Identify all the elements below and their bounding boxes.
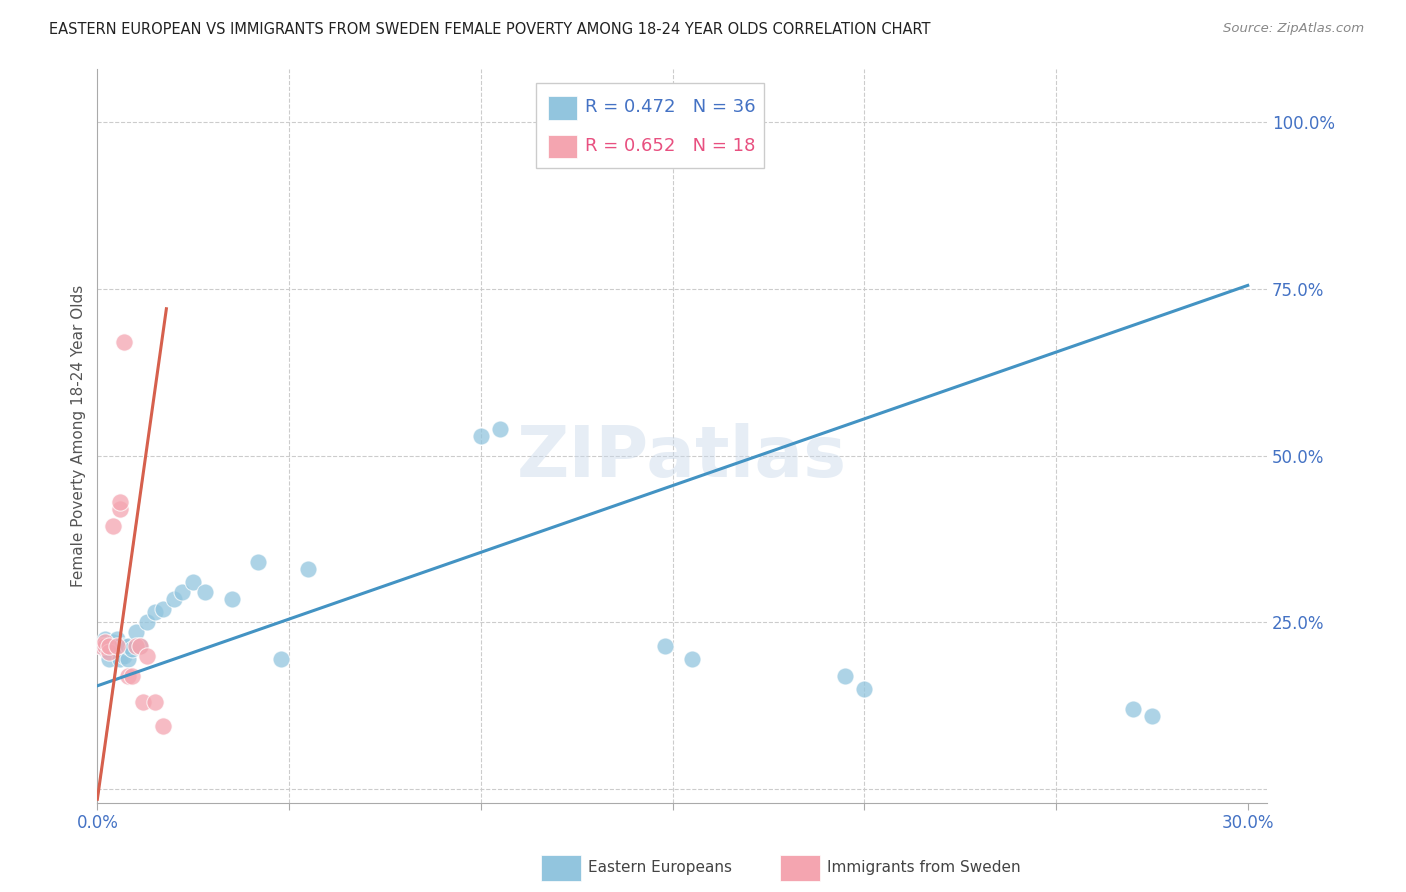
Text: R = 0.652   N = 18: R = 0.652 N = 18 bbox=[585, 136, 755, 154]
Text: R = 0.472   N = 36: R = 0.472 N = 36 bbox=[585, 98, 755, 117]
Text: Immigrants from Sweden: Immigrants from Sweden bbox=[827, 860, 1021, 874]
Point bbox=[170, 585, 193, 599]
Point bbox=[105, 642, 128, 657]
Point bbox=[163, 592, 186, 607]
Point bbox=[247, 555, 270, 569]
FancyBboxPatch shape bbox=[547, 135, 576, 158]
FancyBboxPatch shape bbox=[547, 96, 576, 120]
Point bbox=[97, 645, 120, 659]
Point bbox=[125, 639, 148, 653]
Text: Source: ZipAtlas.com: Source: ZipAtlas.com bbox=[1223, 22, 1364, 36]
Point bbox=[121, 669, 143, 683]
Point bbox=[112, 335, 135, 350]
Point bbox=[834, 669, 856, 683]
Point bbox=[125, 625, 148, 640]
Point bbox=[181, 575, 204, 590]
Point bbox=[270, 652, 292, 666]
Point bbox=[853, 682, 876, 697]
Point bbox=[121, 642, 143, 657]
Point bbox=[117, 639, 139, 653]
Point bbox=[117, 669, 139, 683]
Point bbox=[152, 719, 174, 733]
Point bbox=[112, 648, 135, 663]
Y-axis label: Female Poverty Among 18-24 Year Olds: Female Poverty Among 18-24 Year Olds bbox=[72, 285, 86, 587]
Point bbox=[128, 639, 150, 653]
FancyBboxPatch shape bbox=[536, 83, 763, 168]
Point bbox=[94, 635, 117, 649]
Point bbox=[90, 639, 112, 653]
Point bbox=[1140, 709, 1163, 723]
Point bbox=[90, 639, 112, 653]
Point bbox=[94, 632, 117, 646]
Point bbox=[297, 562, 319, 576]
Point bbox=[143, 696, 166, 710]
Point bbox=[489, 422, 512, 436]
Point bbox=[97, 639, 120, 653]
Point bbox=[194, 585, 217, 599]
Point bbox=[136, 648, 159, 663]
Point bbox=[105, 639, 128, 653]
Text: ZIPatlas: ZIPatlas bbox=[517, 423, 848, 492]
Text: Eastern Europeans: Eastern Europeans bbox=[588, 860, 731, 874]
Point bbox=[97, 652, 120, 666]
Point bbox=[221, 592, 243, 607]
Point bbox=[101, 518, 124, 533]
Point bbox=[110, 652, 132, 666]
Point bbox=[132, 696, 155, 710]
Point bbox=[110, 502, 132, 516]
Point bbox=[94, 642, 117, 657]
Point bbox=[101, 639, 124, 653]
Point bbox=[152, 602, 174, 616]
Point bbox=[117, 652, 139, 666]
Text: EASTERN EUROPEAN VS IMMIGRANTS FROM SWEDEN FEMALE POVERTY AMONG 18-24 YEAR OLDS : EASTERN EUROPEAN VS IMMIGRANTS FROM SWED… bbox=[49, 22, 931, 37]
Point bbox=[105, 632, 128, 646]
Point bbox=[681, 652, 703, 666]
Point bbox=[112, 639, 135, 653]
Point bbox=[110, 495, 132, 509]
Point bbox=[128, 639, 150, 653]
Point bbox=[143, 606, 166, 620]
Point bbox=[136, 615, 159, 630]
Point bbox=[94, 639, 117, 653]
Point bbox=[654, 639, 676, 653]
Point bbox=[1122, 702, 1144, 716]
Point bbox=[101, 635, 124, 649]
Point bbox=[110, 639, 132, 653]
Point bbox=[470, 428, 492, 442]
